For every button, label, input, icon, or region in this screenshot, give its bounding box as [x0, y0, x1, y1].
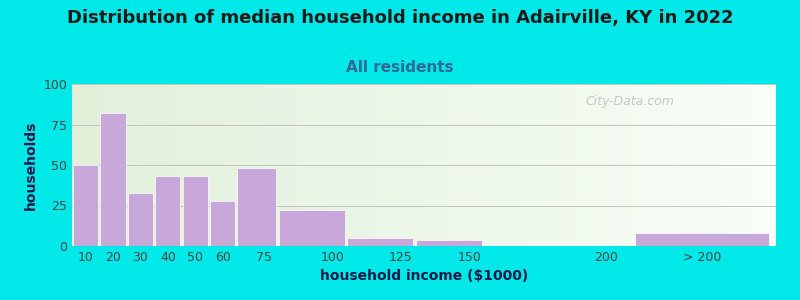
Bar: [347, 238, 414, 246]
Bar: [634, 233, 770, 246]
Bar: [101, 113, 126, 246]
Bar: [210, 201, 235, 246]
Bar: [73, 165, 98, 246]
Bar: [128, 193, 153, 246]
Text: All residents: All residents: [346, 60, 454, 75]
Text: City-Data.com: City-Data.com: [586, 95, 674, 108]
Bar: [278, 210, 345, 246]
Text: Distribution of median household income in Adairville, KY in 2022: Distribution of median household income …: [66, 9, 734, 27]
Y-axis label: households: households: [24, 120, 38, 210]
Bar: [238, 168, 276, 246]
Bar: [415, 239, 482, 246]
X-axis label: household income ($1000): household income ($1000): [320, 269, 528, 284]
Bar: [155, 176, 181, 246]
Bar: [182, 176, 208, 246]
